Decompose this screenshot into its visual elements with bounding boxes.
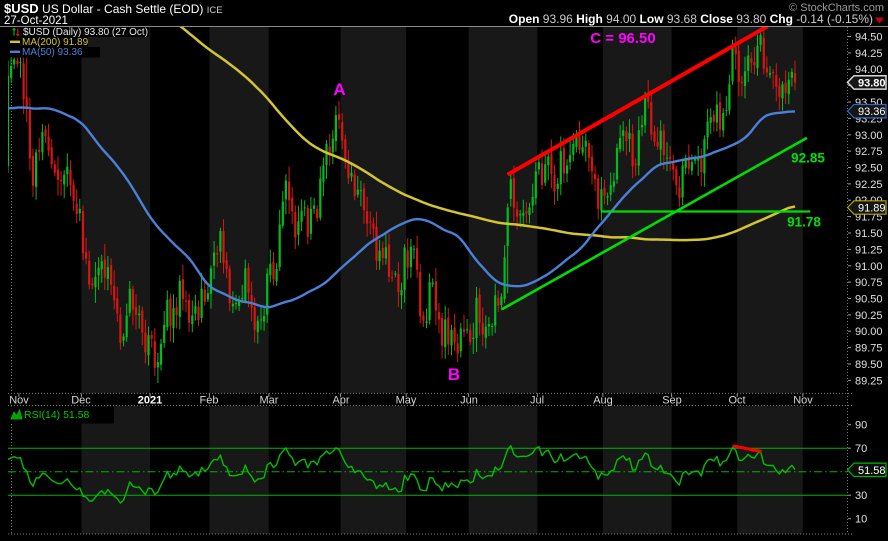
svg-text:27-Oct-2021: 27-Oct-2021 bbox=[4, 15, 68, 27]
svg-text:MA(200) 91.89: MA(200) 91.89 bbox=[22, 37, 89, 48]
svg-text:© StockCharts.com: © StockCharts.com bbox=[789, 2, 884, 14]
svg-text:70: 70 bbox=[855, 443, 867, 455]
svg-text:Sep: Sep bbox=[662, 395, 682, 407]
svg-text:Dec: Dec bbox=[71, 395, 91, 407]
svg-text:94.25: 94.25 bbox=[855, 48, 883, 60]
svg-text:91.25: 91.25 bbox=[855, 244, 883, 256]
svg-text:Nov: Nov bbox=[9, 395, 29, 407]
svg-text:RSI(14) 51.58: RSI(14) 51.58 bbox=[24, 409, 90, 421]
svg-text:90: 90 bbox=[855, 420, 867, 432]
svg-text:Oct: Oct bbox=[728, 395, 745, 407]
svg-text:94.00: 94.00 bbox=[855, 64, 883, 76]
svg-text:92.85: 92.85 bbox=[791, 151, 825, 166]
svg-text:92.50: 92.50 bbox=[855, 163, 883, 175]
svg-text:MA(50) 93.36: MA(50) 93.36 bbox=[22, 47, 83, 58]
svg-text:90.50: 90.50 bbox=[855, 294, 883, 306]
svg-text:94.50: 94.50 bbox=[855, 32, 883, 44]
svg-text:Jul: Jul bbox=[530, 395, 544, 407]
svg-text:30: 30 bbox=[855, 490, 867, 502]
svg-text:91.78: 91.78 bbox=[787, 215, 821, 230]
svg-text:Mar: Mar bbox=[260, 395, 279, 407]
svg-text:51.58: 51.58 bbox=[858, 465, 886, 477]
svg-text:C = 96.50: C = 96.50 bbox=[590, 30, 655, 47]
svg-text:$USD US Dollar - Cash Settle (: $USD US Dollar - Cash Settle (EOD) ICE bbox=[4, 1, 223, 16]
svg-text:92.75: 92.75 bbox=[855, 146, 883, 158]
svg-text:90.75: 90.75 bbox=[855, 277, 883, 289]
svg-text:93.80: 93.80 bbox=[858, 77, 886, 89]
svg-text:Open 93.96 High 94.00 Low 93.6: Open 93.96 High 94.00 Low 93.68 Close 93… bbox=[509, 12, 873, 26]
svg-text:91.50: 91.50 bbox=[855, 228, 883, 240]
svg-text:93.36: 93.36 bbox=[858, 106, 886, 118]
svg-text:B: B bbox=[448, 365, 460, 384]
svg-text:93.00: 93.00 bbox=[855, 130, 883, 142]
svg-text:May: May bbox=[396, 395, 417, 407]
svg-text:Feb: Feb bbox=[200, 395, 219, 407]
svg-text:91.00: 91.00 bbox=[855, 261, 883, 273]
svg-text:Jun: Jun bbox=[460, 395, 478, 407]
svg-text:90.25: 90.25 bbox=[855, 310, 883, 322]
svg-text:$USD (Daily) 93.80 (27 Oct): $USD (Daily) 93.80 (27 Oct) bbox=[23, 27, 148, 38]
svg-text:Nov: Nov bbox=[793, 395, 813, 407]
svg-text:92.25: 92.25 bbox=[855, 179, 883, 191]
svg-text:89.25: 89.25 bbox=[855, 375, 883, 387]
svg-text:A: A bbox=[333, 80, 345, 99]
svg-text:2021: 2021 bbox=[138, 395, 162, 407]
svg-text:89.50: 89.50 bbox=[855, 359, 883, 371]
svg-text:89.75: 89.75 bbox=[855, 343, 883, 355]
svg-text:10: 10 bbox=[855, 514, 867, 526]
svg-text:91.89: 91.89 bbox=[858, 203, 886, 215]
svg-text:90.00: 90.00 bbox=[855, 326, 883, 338]
svg-text:Aug: Aug bbox=[593, 395, 613, 407]
svg-text:Apr: Apr bbox=[332, 395, 349, 407]
